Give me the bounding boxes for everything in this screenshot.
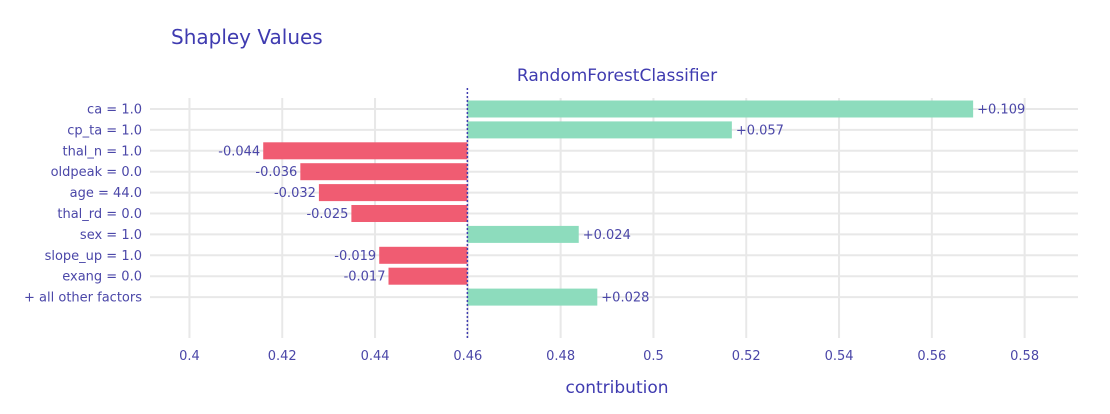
bar-value-label: -0.019 — [334, 249, 376, 264]
bar-value-label: +0.109 — [977, 103, 1025, 118]
x-ticks: 0.4 0.42 0.44 0.46 0.48 0.5 0.52 0.54 0.56 0.58 — [179, 349, 1039, 364]
x-tick-label: 0.5 — [643, 349, 664, 364]
negative-contribution-bar — [300, 163, 468, 181]
bar-value-label: +0.057 — [736, 123, 784, 138]
x-tick-label: 0.48 — [546, 349, 575, 364]
x-tick-label: 0.46 — [453, 349, 482, 364]
negative-contribution-bar — [318, 184, 468, 202]
negative-contribution-bar — [351, 205, 468, 222]
x-tick-label: 0.4 — [179, 349, 200, 364]
feature-label: ca = 1.0 — [87, 103, 142, 118]
chart-title: Shapley Values — [171, 25, 323, 49]
feature-label: oldpeak = 0.0 — [51, 165, 142, 180]
negative-contribution-bar — [379, 246, 468, 264]
bar-value-label: -0.017 — [344, 270, 386, 285]
feature-label: exang = 0.0 — [62, 270, 142, 285]
x-tick-label: 0.54 — [825, 349, 854, 364]
bar-value-label: +0.024 — [583, 228, 631, 243]
chart-subtitle: RandomForestClassifier — [517, 66, 717, 86]
x-tick-label: 0.52 — [732, 349, 761, 364]
x-tick-label: 0.58 — [1010, 349, 1039, 364]
negative-contribution-bar — [263, 142, 468, 160]
bar-value-label: +0.028 — [601, 291, 649, 306]
data-labels: +0.109 +0.057 -0.044 -0.036 -0.032 -0.025 +0.0… — [218, 103, 1025, 306]
feature-label: cp_ta = 1.0 — [67, 123, 142, 138]
feature-label: sex = 1.0 — [80, 228, 142, 243]
x-tick-label: 0.42 — [268, 349, 297, 364]
positive-contribution-bar — [467, 100, 974, 118]
positive-contribution-bar — [467, 288, 598, 306]
feature-label: + all other factors — [24, 291, 142, 306]
bar-value-label: -0.025 — [306, 207, 348, 222]
bar-value-label: -0.036 — [255, 165, 297, 180]
feature-labels: ca = 1.0 cp_ta = 1.0 thal_n = 1.0 oldpeak =… — [24, 103, 142, 306]
negative-contribution-bar — [388, 267, 468, 285]
feature-label: thal_n = 1.0 — [63, 144, 143, 159]
x-tick-label: 0.56 — [917, 349, 946, 364]
x-axis-label: contribution — [565, 378, 668, 398]
bar-value-label: -0.032 — [274, 186, 316, 201]
bar-value-label: -0.044 — [218, 144, 260, 159]
x-tick-label: 0.44 — [361, 349, 390, 364]
bars — [263, 100, 974, 306]
positive-contribution-bar — [467, 121, 732, 139]
positive-contribution-bar — [467, 225, 579, 243]
feature-label: thal_rd = 0.0 — [57, 207, 142, 222]
feature-label: age = 44.0 — [70, 186, 142, 201]
feature-label: slope_up = 1.0 — [45, 249, 142, 264]
